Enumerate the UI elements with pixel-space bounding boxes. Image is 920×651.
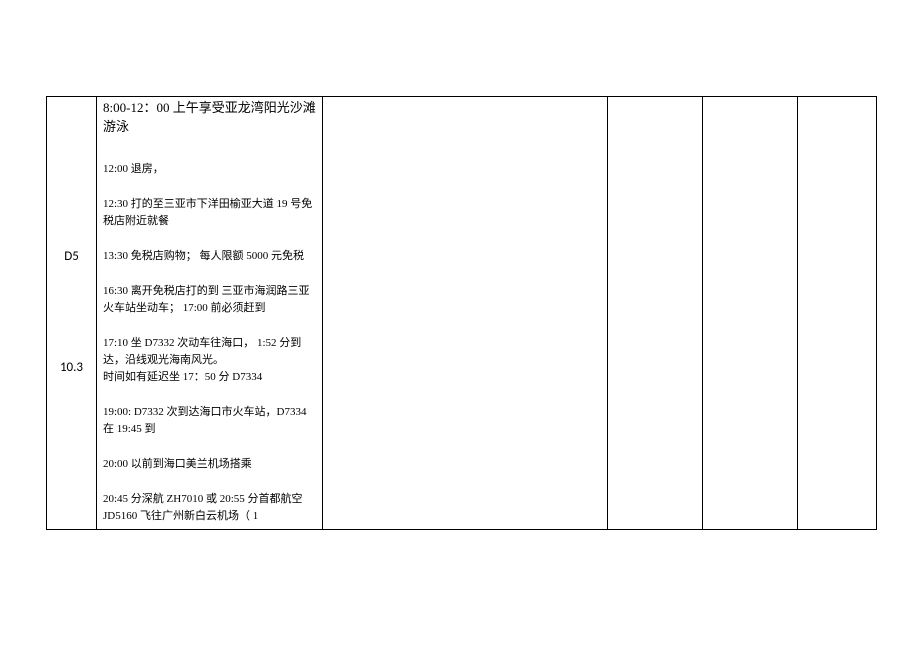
table-row: D5 10.3 8:00-12：00 上午享受亚龙湾阳光沙滩游泳 12:00 退… [47, 97, 877, 530]
schedule-cell: 8:00-12：00 上午享受亚龙湾阳光沙滩游泳 12:00 退房， 12:30… [97, 97, 323, 530]
empty-cell [703, 97, 798, 530]
schedule-item: 20:45 分深航 ZH7010 或 20:55 分首都航空 JD5160 飞往… [103, 491, 316, 525]
schedule-item: 12:30 打的至三亚市下洋田榆亚大道 19 号免税店附近就餐 [103, 196, 316, 230]
schedule-line: 17:10 坐 D7332 次动车往海口， 1:52 分到达，沿线观光海南风光。 [103, 335, 316, 369]
date-label: 10.3 [47, 358, 96, 379]
schedule-item: 12:00 退房， [103, 161, 316, 178]
schedule-item: 8:00-12：00 上午享受亚龙湾阳光沙滩游泳 [103, 99, 316, 137]
schedule-line: 时间如有延迟坐 17：50 分 D7334 [103, 369, 316, 386]
page: D5 10.3 8:00-12：00 上午享受亚龙湾阳光沙滩游泳 12:00 退… [0, 0, 920, 651]
schedule-item: 19:00: D7332 次到达海口市火车站，D7334 在 19:45 到 [103, 404, 316, 438]
empty-cell [323, 97, 608, 530]
schedule-item: 16:30 离开免税店打的到 三亚市海润路三亚火车站坐动车； 17:00 前必须… [103, 283, 316, 317]
empty-cell [798, 97, 877, 530]
day-label: D5 [47, 247, 96, 268]
schedule-item: 17:10 坐 D7332 次动车往海口， 1:52 分到达，沿线观光海南风光。… [103, 335, 316, 386]
itinerary-table: D5 10.3 8:00-12：00 上午享受亚龙湾阳光沙滩游泳 12:00 退… [46, 96, 877, 530]
schedule-item: 20:00 以前到海口美兰机场搭乘 [103, 456, 316, 473]
empty-cell [608, 97, 703, 530]
day-date-cell: D5 10.3 [47, 97, 97, 530]
schedule-item: 13:30 免税店购物； 每人限额 5000 元免税 [103, 248, 316, 265]
